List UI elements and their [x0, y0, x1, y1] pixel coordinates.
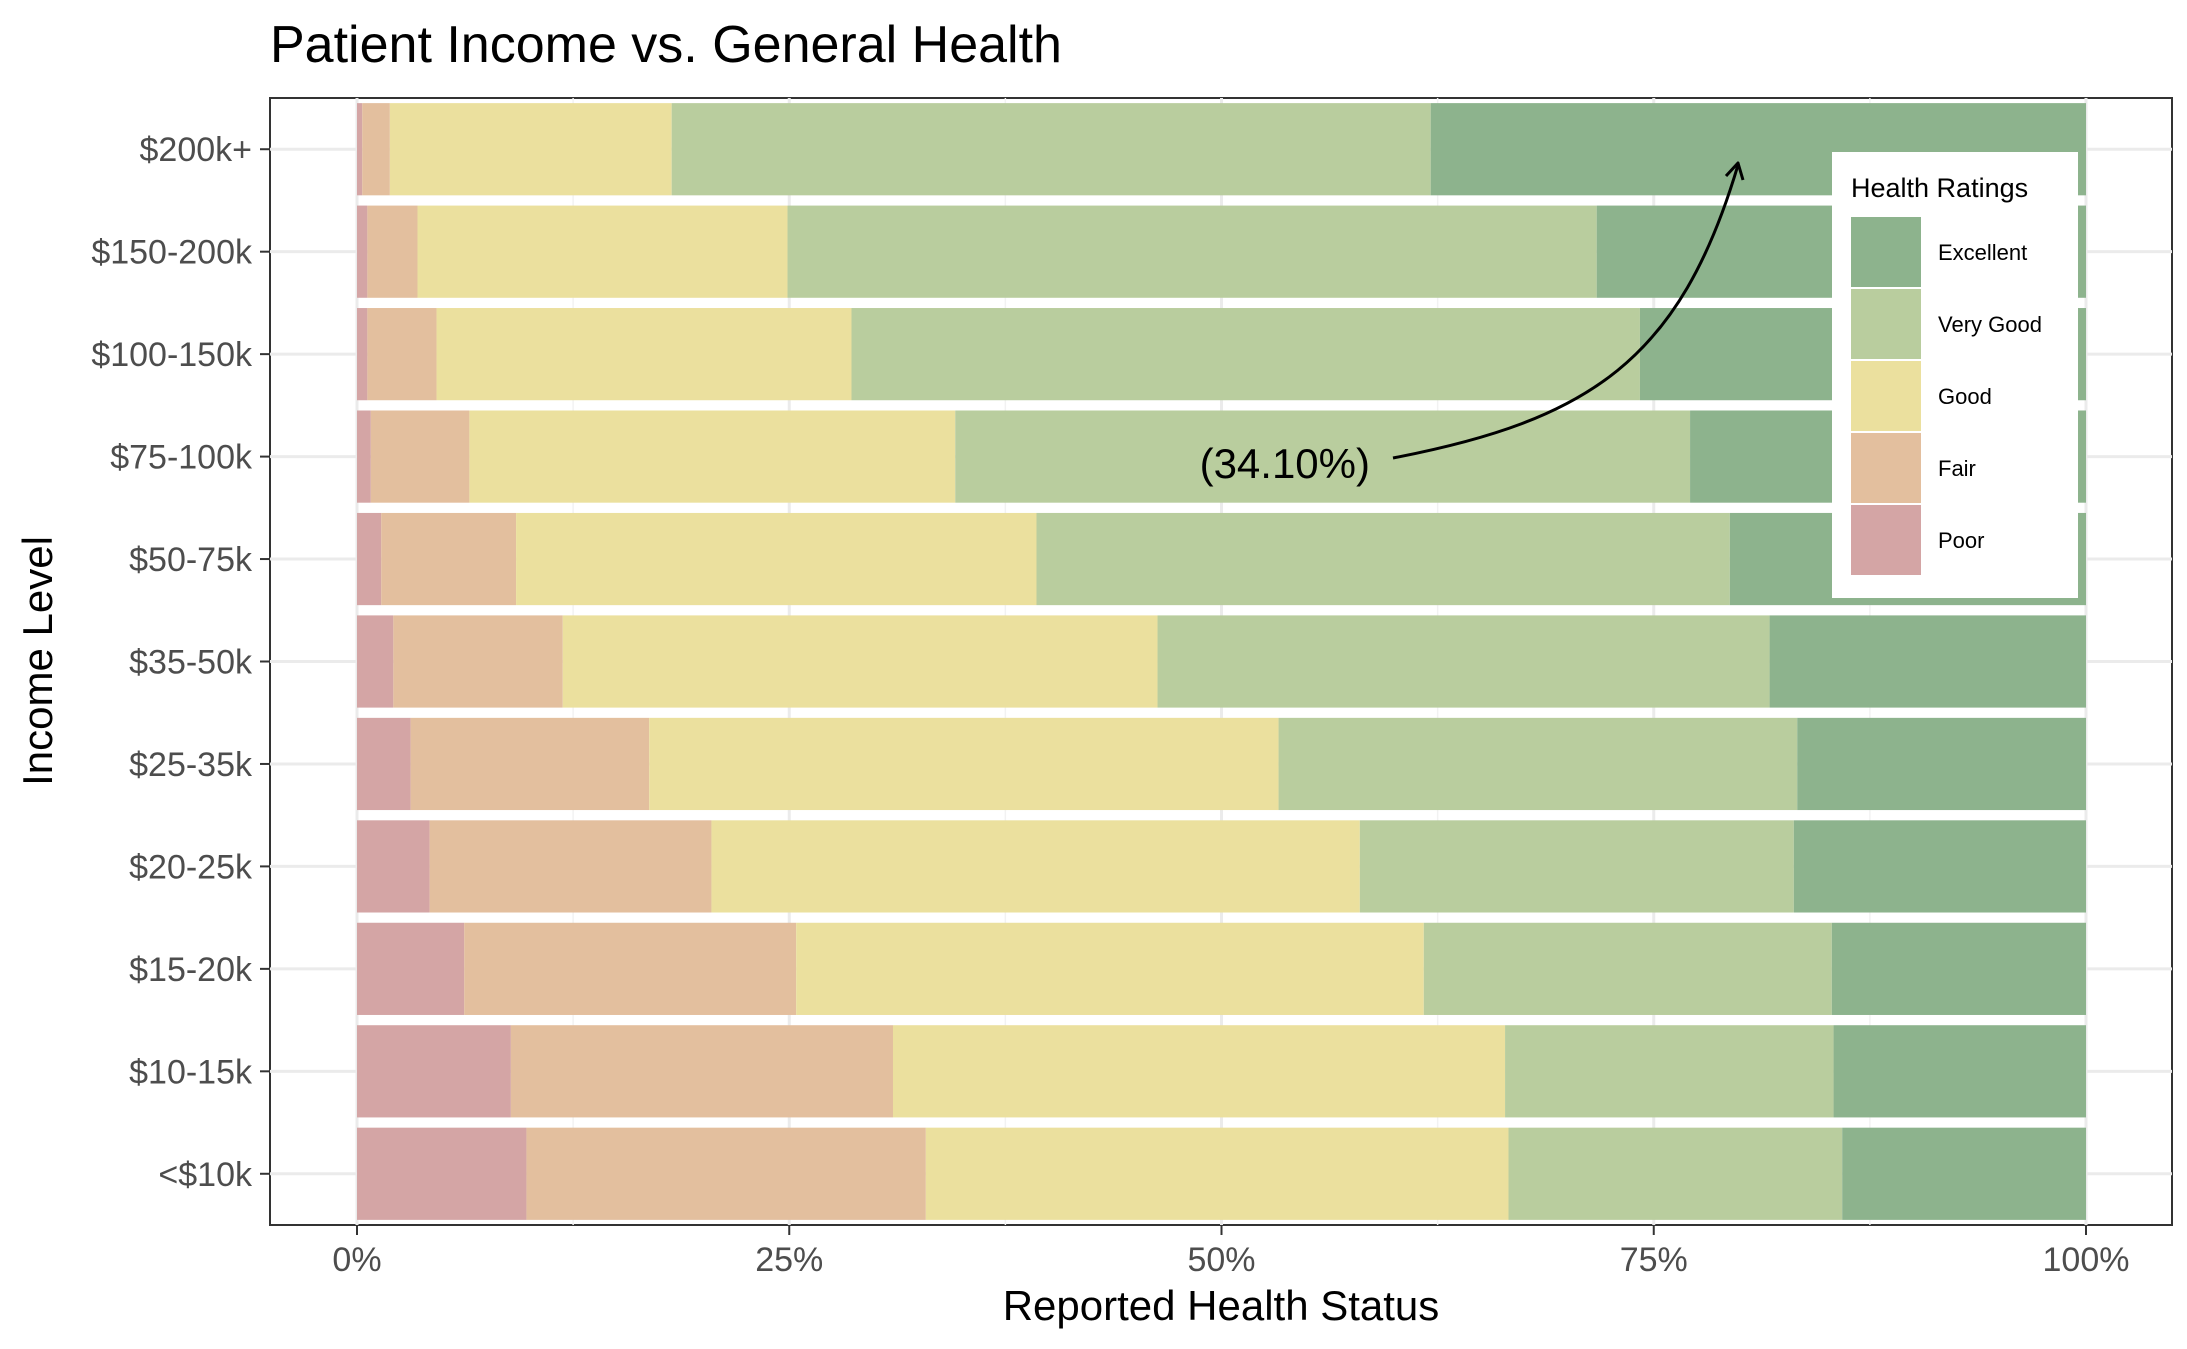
x-tick-label: 50%: [1187, 1241, 1255, 1279]
bar-segment: [367, 205, 418, 298]
chart-title: Patient Income vs. General Health: [270, 16, 1062, 74]
bar-segment: [357, 410, 371, 503]
legend-items: Excellent Very Good Good Fair Poor: [1851, 217, 2042, 575]
bar-segment: [1793, 820, 2086, 913]
annotation-label: (34.10%): [1200, 440, 1370, 487]
y-tick-label: <$10k: [158, 1156, 253, 1194]
y-tick-label: $75-100k: [110, 439, 253, 477]
annotation-arrowhead: [1724, 161, 1745, 181]
annotation: (34.10%): [1200, 161, 1745, 487]
bar-segment: [1769, 615, 2086, 708]
bar-segment: [357, 308, 368, 401]
legend-title: Health Ratings: [1851, 173, 2028, 203]
bar-segment: [1831, 922, 2086, 1015]
bar-segment: [357, 1025, 511, 1118]
bar-segment: [381, 512, 517, 606]
bar-segment: [429, 820, 712, 913]
bar-segment: [1505, 1025, 1834, 1118]
bar-segment: [796, 922, 1424, 1015]
bar-segment: [787, 205, 1597, 298]
legend-label: Poor: [1938, 528, 1984, 553]
y-tick-label: $150-200k: [91, 234, 253, 272]
x-tick-label: 0%: [332, 1241, 381, 1279]
bar-segment: [362, 103, 390, 196]
bar-segment: [393, 615, 563, 708]
y-tick-label: $35-50k: [129, 644, 253, 682]
x-axis: 0% 25% 50% 75% 100%: [332, 1225, 2129, 1279]
y-tick-label: $50-75k: [129, 541, 253, 579]
bars: [357, 103, 2086, 1220]
bar-segment: [417, 205, 788, 298]
y-axis: $200k+ $150-200k $100-150k $75-100k $50-75k $…: [91, 131, 270, 1194]
bar-segment: [1157, 615, 1770, 708]
x-tick-label: 75%: [1620, 1241, 1688, 1279]
legend-label: Good: [1938, 384, 1992, 409]
bar-segment: [469, 410, 956, 503]
y-tick-label: $100-150k: [91, 336, 253, 374]
bar-segment: [1036, 512, 1730, 606]
bar-segment: [510, 1025, 893, 1118]
bar-segment: [357, 615, 394, 708]
bar-segment: [357, 1127, 527, 1220]
x-tick-label: 25%: [755, 1241, 823, 1279]
bar-segment: [357, 717, 411, 811]
legend-label: Excellent: [1938, 240, 2027, 265]
y-axis-title: Income Level: [14, 536, 61, 786]
bar-segment: [1797, 717, 2086, 811]
bar-segment: [357, 922, 465, 1015]
bar-segment: [357, 512, 382, 606]
bar-segment: [357, 205, 368, 298]
y-tick-label: $10-15k: [129, 1053, 253, 1091]
bar-segment: [367, 308, 437, 401]
bar-segment: [357, 103, 363, 196]
legend-key: [1851, 433, 1921, 503]
bar-segment: [1278, 717, 1798, 811]
bar-segment: [410, 717, 650, 811]
bar-segment: [1423, 922, 1832, 1015]
bar-segment: [1508, 1127, 1843, 1220]
bar-segment: [526, 1127, 926, 1220]
y-tick-label: $25-35k: [129, 746, 253, 784]
bar-segment: [562, 615, 1158, 708]
legend: Health Ratings Excellent Very Good Good Fai…: [1832, 152, 2078, 598]
bar-segment: [370, 410, 470, 503]
bar-segment: [851, 308, 1640, 401]
bar-segment: [925, 1127, 1509, 1220]
bar-segment: [464, 922, 797, 1015]
y-tick-label: $20-25k: [129, 848, 253, 886]
legend-key: [1851, 289, 1921, 359]
annotation-arrow: [1392, 164, 1740, 460]
bar-segment: [1833, 1025, 2086, 1118]
legend-key: [1851, 217, 1921, 287]
bar-segment: [1359, 820, 1794, 913]
legend-label: Fair: [1938, 456, 1976, 481]
x-tick-label: 100%: [2043, 1241, 2130, 1279]
y-tick-label: $200k+: [140, 131, 253, 169]
bar-segment: [357, 820, 430, 913]
y-tick-label: $15-20k: [129, 951, 253, 989]
bar-segment: [711, 820, 1360, 913]
legend-key: [1851, 361, 1921, 431]
x-axis-title: Reported Health Status: [1003, 1282, 1440, 1329]
bar-segment: [671, 103, 1431, 196]
legend-key: [1851, 505, 1921, 575]
bar-segment: [649, 717, 1279, 811]
bar-segment: [389, 103, 672, 196]
bar-segment: [955, 410, 1691, 503]
legend-label: Very Good: [1938, 312, 2042, 337]
bar-segment: [436, 308, 852, 401]
bar-segment: [516, 512, 1037, 606]
bar-segment: [892, 1025, 1506, 1118]
bar-segment: [1842, 1127, 2086, 1220]
